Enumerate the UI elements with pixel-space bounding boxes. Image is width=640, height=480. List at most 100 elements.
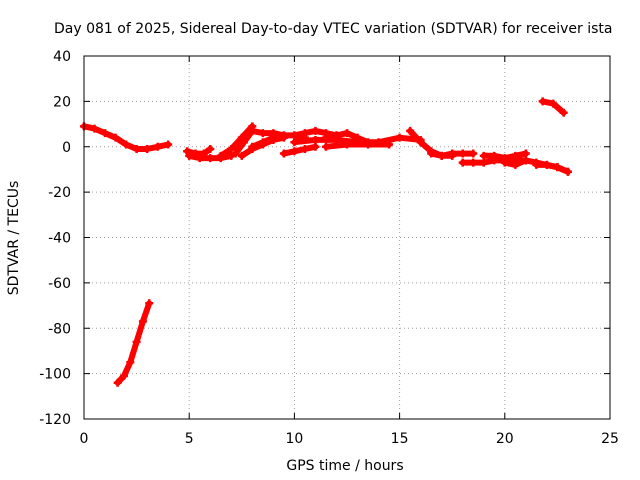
plot-frame — [83, 55, 611, 420]
data-point — [511, 160, 520, 169]
data-point — [239, 138, 248, 147]
data-point — [385, 140, 394, 149]
data-point — [126, 358, 135, 367]
series-arc-19 — [532, 160, 572, 176]
y-tick-label: -20 — [48, 185, 71, 201]
data-point — [458, 149, 467, 158]
data-point — [469, 158, 478, 167]
data-point — [479, 158, 488, 167]
data-point — [101, 129, 110, 138]
x-tick-label: 20 — [496, 431, 514, 447]
data-point — [132, 145, 141, 154]
data-point — [311, 142, 320, 151]
series-arc-9 — [279, 142, 320, 158]
data-point — [448, 149, 457, 158]
data-point — [113, 378, 122, 387]
data-point — [237, 151, 246, 160]
data-point — [521, 149, 530, 158]
data-point — [206, 154, 215, 163]
data-point — [279, 149, 288, 158]
data-point — [122, 140, 131, 149]
x-tick-label: 15 — [391, 431, 409, 447]
data-point — [321, 142, 330, 151]
data-point — [532, 160, 541, 169]
data-point — [406, 126, 415, 135]
data-point — [332, 135, 341, 144]
series-line — [184, 146, 214, 157]
data-point — [143, 145, 152, 154]
data-point — [563, 167, 572, 176]
x-tick-label: 5 — [185, 431, 194, 447]
x-axis-label: GPS time / hours — [286, 458, 403, 474]
data-point — [216, 151, 225, 160]
data-point — [511, 151, 520, 160]
data-point — [227, 145, 236, 154]
data-point — [469, 149, 478, 158]
y-tick-label: -40 — [48, 231, 71, 247]
data-point — [427, 149, 436, 158]
y-tick-label: 0 — [62, 140, 71, 156]
data-point — [279, 131, 288, 140]
data-point — [343, 140, 351, 149]
y-tick-label: 40 — [53, 49, 71, 65]
data-point — [300, 145, 309, 154]
series-arc-2 — [113, 299, 154, 387]
data-point — [119, 371, 128, 380]
data-point — [300, 129, 309, 138]
series-arc-13 — [321, 140, 394, 151]
data-point — [206, 145, 215, 154]
data-point — [248, 142, 257, 151]
data-point — [395, 133, 404, 142]
tick-marks — [83, 55, 611, 420]
series-line — [280, 143, 319, 157]
series-arc-1 — [80, 122, 173, 154]
data-point — [542, 160, 551, 169]
y-tick-label: -80 — [48, 321, 71, 337]
y-axis-tick-labels: -120 -100 -80 -60 -40 -20 0 20 40 — [39, 49, 71, 428]
x-axis-tick-labels: 0 5 10 15 20 25 — [80, 431, 619, 447]
series-arc-15 — [427, 149, 478, 160]
y-axis-label: SDTVAR / TECUs — [6, 181, 22, 296]
data-point — [248, 126, 257, 135]
y-tick-label: -120 — [39, 412, 71, 428]
y-tick-label: 20 — [53, 94, 71, 110]
data-point — [553, 163, 562, 172]
x-tick-label: 25 — [601, 431, 619, 447]
data-point — [132, 337, 141, 346]
data-point — [559, 108, 568, 117]
data-point — [490, 151, 499, 160]
data-point — [521, 156, 530, 165]
data-point — [90, 124, 99, 133]
data-point — [164, 140, 173, 149]
data-point — [364, 140, 373, 149]
y-tick-label: -100 — [39, 367, 71, 383]
series-arc-17 — [479, 149, 530, 163]
data-point — [195, 154, 204, 163]
data-point — [145, 299, 154, 308]
x-tick-label: 10 — [285, 431, 303, 447]
data-point — [258, 129, 267, 138]
data-point — [437, 151, 446, 160]
grid — [84, 56, 610, 419]
data-point — [258, 138, 267, 147]
data-point — [311, 126, 320, 135]
data-point — [458, 158, 467, 167]
data-point — [231, 149, 240, 158]
series-line — [533, 161, 571, 175]
data-point — [185, 151, 194, 160]
series-line — [217, 123, 256, 159]
data-point — [343, 129, 351, 138]
data-point — [416, 138, 425, 147]
data-point — [290, 138, 299, 147]
data-point — [290, 147, 299, 156]
data-point — [538, 97, 547, 106]
data-point — [479, 151, 488, 160]
data-point — [549, 99, 558, 108]
series-arc-20 — [538, 97, 568, 117]
data-point — [311, 135, 320, 144]
data-point — [138, 317, 147, 326]
plot-series — [80, 97, 572, 387]
data-point — [269, 133, 278, 142]
data-point — [290, 131, 299, 140]
